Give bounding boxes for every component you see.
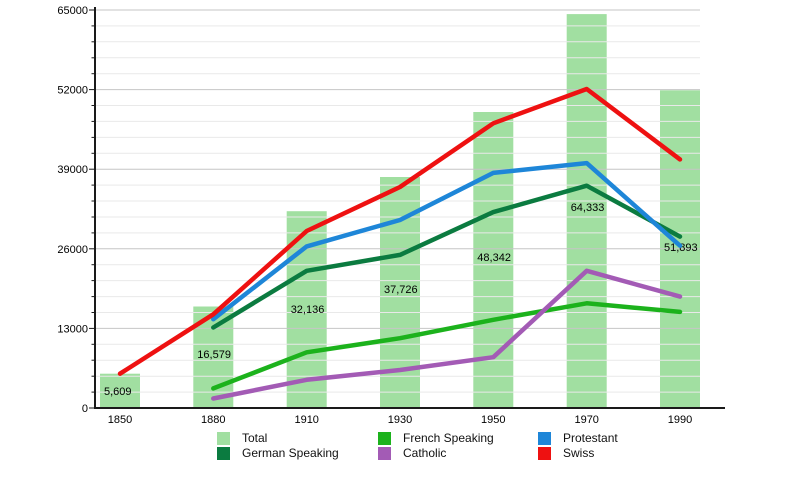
legend-label-german-speaking: German Speaking	[242, 446, 339, 460]
x-tick-label: 1850	[108, 414, 132, 426]
y-tick-label: 0	[82, 403, 88, 415]
bar-1850	[100, 373, 140, 408]
legend-label-protestant: Protestant	[563, 431, 618, 445]
y-tick-label: 65000	[57, 5, 88, 17]
legend-swatch-protestant	[538, 431, 551, 445]
legend-item-swiss: Swiss	[538, 446, 758, 460]
bar-value-label: 32,136	[291, 304, 325, 316]
y-tick-label: 13000	[57, 323, 88, 335]
legend-item-catholic: Catholic	[378, 446, 538, 460]
line-protestant	[211, 160, 683, 322]
legend-label-catholic: Catholic	[403, 446, 447, 460]
y-tick-label: 39000	[57, 164, 88, 176]
x-tick-label: 1970	[574, 414, 598, 426]
legend-item-french-speaking: French Speaking	[378, 431, 538, 445]
legend-swatch-swiss	[538, 446, 551, 460]
legend-label-total: Total	[242, 431, 268, 445]
legend-label-swiss: Swiss	[563, 446, 595, 460]
legend: Total French Speaking Protestant German Spe…	[217, 431, 758, 460]
legend-item-german-speaking: German Speaking	[217, 446, 378, 460]
x-tick-label: 1950	[481, 414, 505, 426]
line-german-speaking	[211, 183, 683, 330]
bar-value-label: 37,726	[384, 284, 418, 296]
x-tick-label: 1910	[294, 414, 318, 426]
x-tick-label: 1990	[668, 414, 692, 426]
bar-1970	[566, 14, 607, 408]
y-tick-label: 26000	[57, 244, 88, 256]
legend-swatch-french-speaking	[378, 431, 391, 445]
legend-swatch-catholic	[378, 446, 391, 460]
line-swiss	[117, 86, 683, 376]
legend-item-total: Total	[217, 431, 378, 445]
chart-plot-area: 5,609 16,579 32,136 37,726 48,342 64,333 51,89…	[57, 5, 725, 426]
x-tick-label: 1930	[388, 414, 412, 426]
legend-swatch-total	[217, 431, 230, 445]
line-french-speaking	[211, 301, 683, 391]
bar-value-label: 51,893	[664, 242, 698, 254]
legend-label-french-speaking: French Speaking	[403, 431, 494, 445]
x-tick-label: 1880	[201, 414, 225, 426]
legend-swatch-german-speaking	[217, 446, 230, 460]
bar-value-label: 5,609	[104, 386, 132, 398]
line-catholic	[211, 268, 683, 401]
legend-item-protestant: Protestant	[538, 431, 758, 445]
bar-value-label: 16,579	[197, 349, 231, 361]
bar-value-label: 64,333	[571, 202, 605, 214]
bar-value-label: 48,342	[477, 252, 511, 264]
y-tick-label: 52000	[57, 85, 88, 97]
